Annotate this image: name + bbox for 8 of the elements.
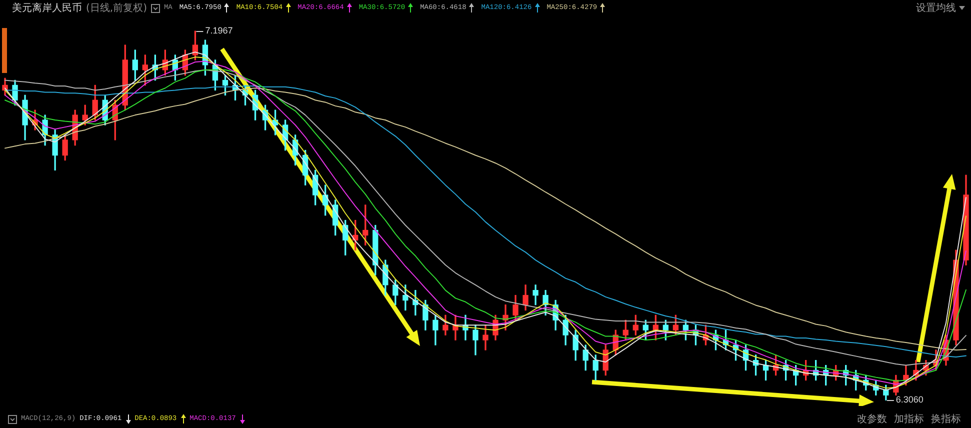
text: 设置均线 [916,2,956,15]
annotation: 7.1967 [205,26,233,36]
text: 改参数 [857,412,887,426]
text: 换指标 [931,412,961,426]
chart-subtitle: (日线,前复权) [86,2,147,15]
chart-title: 美元离岸人民币 [12,2,82,15]
text: 加指标 [894,412,924,426]
annotation: 6.3060 [896,394,924,405]
